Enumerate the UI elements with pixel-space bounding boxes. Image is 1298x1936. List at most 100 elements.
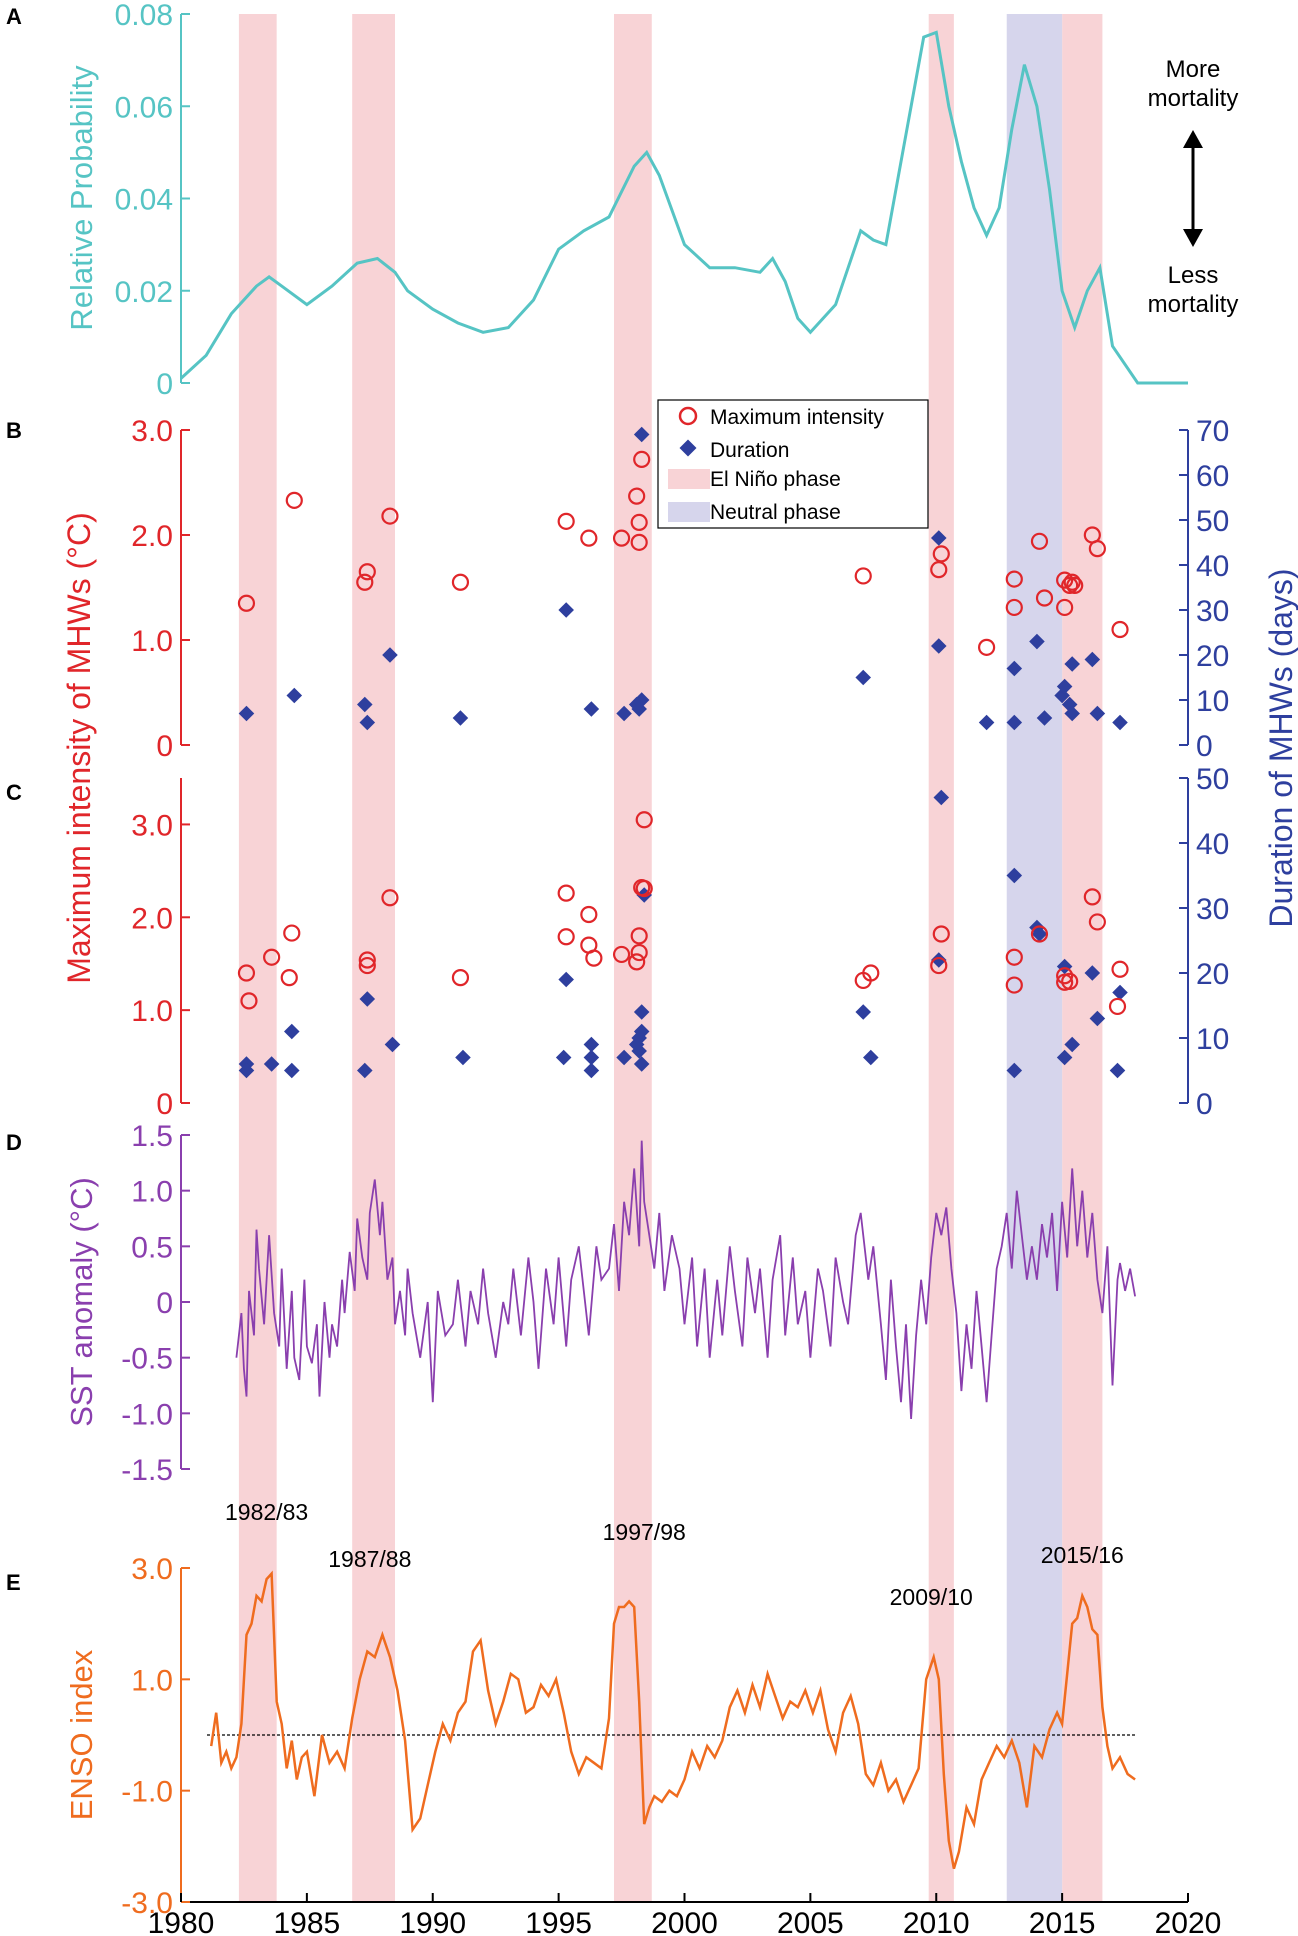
neutral-phase-bands xyxy=(1006,14,1063,1902)
panel-a: 0 0.02 0.04 0.06 0.08 Relative Probability M… xyxy=(64,0,1238,401)
panel-c-duration-point-16 xyxy=(631,1043,647,1059)
legend-intensity-marker xyxy=(678,406,698,426)
panel-c-duration-point-9 xyxy=(555,1049,572,1066)
panel-e-y-tick-label-0: -3.0 xyxy=(121,1887,173,1920)
panel-d-sst-line xyxy=(235,1140,1136,1419)
panel-b-duration-point-4 xyxy=(382,647,398,663)
event-label-1997-98: 1997/98 xyxy=(603,1519,686,1545)
panel-b-duration-point-22 xyxy=(1056,678,1073,695)
x-tick-label-1980: 1980 xyxy=(148,1907,215,1936)
event-label-1982-83: 1982/83 xyxy=(225,1499,308,1525)
panel-e: -3.0 -1.0 1.0 3.0 1982/83 1987/88 1997/98 2009… xyxy=(64,1499,1221,1936)
panel-d-y-tick-label-6: 1.5 xyxy=(131,1120,173,1153)
panel-c-intensity-point-27 xyxy=(1030,925,1049,943)
panel-b-intensity-point-5 xyxy=(451,573,470,591)
panel-c-intensity-point-29 xyxy=(1056,967,1074,985)
shared-duration-ylabel: Duration of MHWs (days) xyxy=(1263,568,1298,927)
panel-b-intensity-point-27 xyxy=(1088,540,1106,558)
panel-e-y-tick-label-1: -1.0 xyxy=(121,1776,173,1809)
legend-intensity-label: Maximum intensity xyxy=(710,406,884,429)
legend-duration-marker xyxy=(679,439,697,457)
panel-b-left-tick-label-1: 1.0 xyxy=(131,625,173,658)
panel-b-right-tick-label-2: 20 xyxy=(1196,640,1229,673)
panel-b-intensity-point-12 xyxy=(633,450,651,468)
panel-d-y-tick-label-3: 0 xyxy=(156,1287,173,1320)
panel-b-ticks: 0 1.0 2.0 3.0 0 10 20 30 40 50 60 70 xyxy=(131,415,1229,763)
panel-b-duration-point-28 xyxy=(1112,714,1128,731)
x-tick-label-1995: 1995 xyxy=(525,1907,592,1936)
panel-c-duration-point-13 xyxy=(583,1049,600,1066)
panel-a-y-tick-label-2: 0.04 xyxy=(115,184,173,217)
panel-a-probability-line xyxy=(179,30,1188,385)
panel-b-left-tick-label-2: 2.0 xyxy=(131,520,173,553)
panel-c-intensity-point-33 xyxy=(1108,997,1127,1016)
panel-c-duration-point-19 xyxy=(633,1004,650,1020)
x-tick-label-2020: 2020 xyxy=(1155,1907,1222,1936)
panel-b-intensity-point-13 xyxy=(854,567,872,585)
legend-neutral-label: Neutral phase xyxy=(710,501,841,524)
panel-b-right-tick-label-6: 60 xyxy=(1196,460,1229,493)
panel-b-left-tick-label-0: 0 xyxy=(156,730,173,763)
panel-b-duration-point-7 xyxy=(583,701,600,717)
panel-b-intensity-point-17 xyxy=(1005,598,1023,617)
legend-duration-label: Duration xyxy=(710,439,789,462)
panel-b-right-tick-label-1: 10 xyxy=(1196,685,1229,718)
panel-b-intensity-point-25 xyxy=(1066,576,1084,595)
panel-b-duration-point-25 xyxy=(1064,656,1080,672)
event-label-1987-88: 1987/88 xyxy=(328,1546,411,1572)
x-tick-label-2005: 2005 xyxy=(777,1907,844,1936)
panel-c-intensity-point-11 xyxy=(580,905,598,924)
shared-intensity-ylabel: Maximum intensity of MHWs (°C) xyxy=(61,512,97,984)
panel-c-intensity-point-15 xyxy=(628,953,646,971)
panel-b-duration-point-16 xyxy=(978,714,995,731)
panel-a-y-ticks: 0 0.02 0.04 0.06 0.08 xyxy=(115,0,190,401)
panel-d-ylabel: SST anomaly (°C) xyxy=(64,1177,99,1427)
el-nino-band-4 xyxy=(1062,14,1103,1902)
panel-c-intensity-point-6 xyxy=(358,951,376,969)
panel-b-intensity-point-2 xyxy=(356,573,374,591)
panel-label-a: A xyxy=(6,4,22,29)
panel-c-left-tick-label-2: 2.0 xyxy=(131,902,173,935)
panel-c-duration-point-36 xyxy=(1109,1062,1126,1079)
event-label-2015-16: 2015/16 xyxy=(1041,1542,1124,1568)
panel-c-intensity-point-26 xyxy=(1005,948,1023,966)
panel-b-duration-point-18 xyxy=(1006,660,1023,677)
legend: Maximum intensity Duration El Niño phase… xyxy=(657,399,929,529)
panel-b-intensity-point-19 xyxy=(1030,532,1049,550)
panel-c-intensity-point-4 xyxy=(283,924,301,942)
panel-b-intensity-point-22 xyxy=(1056,571,1074,589)
panel-b-intensity-point-15 xyxy=(932,545,950,563)
panel-b-right-tick-label-7: 70 xyxy=(1196,415,1229,448)
panel-c-duration-point-10 xyxy=(558,971,574,988)
panel-label-d: D xyxy=(6,1130,22,1155)
panel-c-intensity-point-3 xyxy=(280,969,298,987)
panel-b-intensity-point-6 xyxy=(557,512,575,530)
panel-b-duration-point-26 xyxy=(1084,651,1101,668)
panel-b-right-tick-label-4: 40 xyxy=(1196,550,1229,583)
panel-a-y-tick-label-0: 0 xyxy=(156,368,173,401)
panel-c-intensity-point-7 xyxy=(381,889,399,907)
enso-event-labels: 1982/83 1987/88 1997/98 2009/10 2015/16 xyxy=(225,1499,1124,1610)
x-tick-label-2015: 2015 xyxy=(1029,1907,1096,1936)
legend-el-nino-label: El Niño phase xyxy=(710,468,841,491)
panel-c-intensity-point-25 xyxy=(1005,976,1023,994)
more-mortality-label-1: More xyxy=(1166,56,1221,83)
panel-b-duration-point-13 xyxy=(855,669,872,686)
panel-c-left-tick-label-0: 0 xyxy=(156,1088,173,1121)
panel-a-y-tick-label-4: 0.08 xyxy=(115,0,173,32)
panel-b-intensity-point-3 xyxy=(358,563,376,581)
panel-b-intensity-point-16 xyxy=(977,638,996,656)
panel-c-intensity-point-34 xyxy=(1111,960,1129,978)
panel-c-duration-point-6 xyxy=(359,991,376,1007)
panel-b-duration-point-5 xyxy=(452,710,469,726)
panel-b-intensity-point-9 xyxy=(630,533,648,551)
panel-b-intensity-point-7 xyxy=(580,529,598,547)
panel-b: 0 1.0 2.0 3.0 0 10 20 30 40 50 60 70 Maximum intens… xyxy=(61,399,1298,984)
panel-c-duration-point-8 xyxy=(455,1049,471,1066)
panel-c-points xyxy=(237,789,1129,1079)
panel-e-y-ticks: -3.0 -1.0 1.0 3.0 xyxy=(121,1553,190,1920)
more-mortality-label-2: mortality xyxy=(1148,85,1239,112)
panel-d-y-ticks: -1.5 -1.0 -0.5 0 0.5 1.0 1.5 xyxy=(121,1120,190,1487)
panel-c-intensity-point-1 xyxy=(240,992,258,1010)
panel-c-right-tick-label-1: 10 xyxy=(1196,1023,1229,1056)
